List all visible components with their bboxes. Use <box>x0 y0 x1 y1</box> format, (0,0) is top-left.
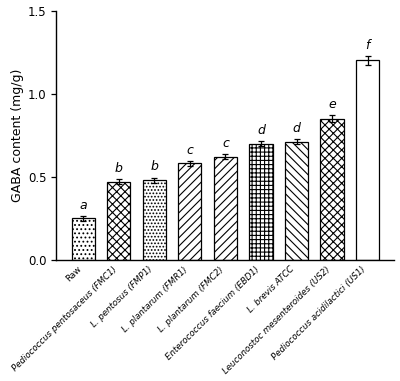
Bar <box>72 218 95 260</box>
Text: b: b <box>115 162 123 175</box>
Y-axis label: GABA content (mg/g): GABA content (mg/g) <box>11 69 24 202</box>
Bar <box>320 118 344 260</box>
Bar <box>143 180 166 260</box>
Bar <box>178 163 202 260</box>
Text: c: c <box>222 137 229 150</box>
Text: e: e <box>328 98 336 111</box>
Text: f: f <box>365 39 370 52</box>
Bar <box>356 61 379 260</box>
Bar <box>214 157 237 260</box>
Text: c: c <box>186 144 193 157</box>
Text: a: a <box>80 199 87 211</box>
Bar <box>285 142 308 260</box>
Bar <box>250 144 272 260</box>
Text: b: b <box>150 160 158 173</box>
Text: d: d <box>292 122 300 135</box>
Bar <box>107 182 130 260</box>
Text: d: d <box>257 124 265 137</box>
